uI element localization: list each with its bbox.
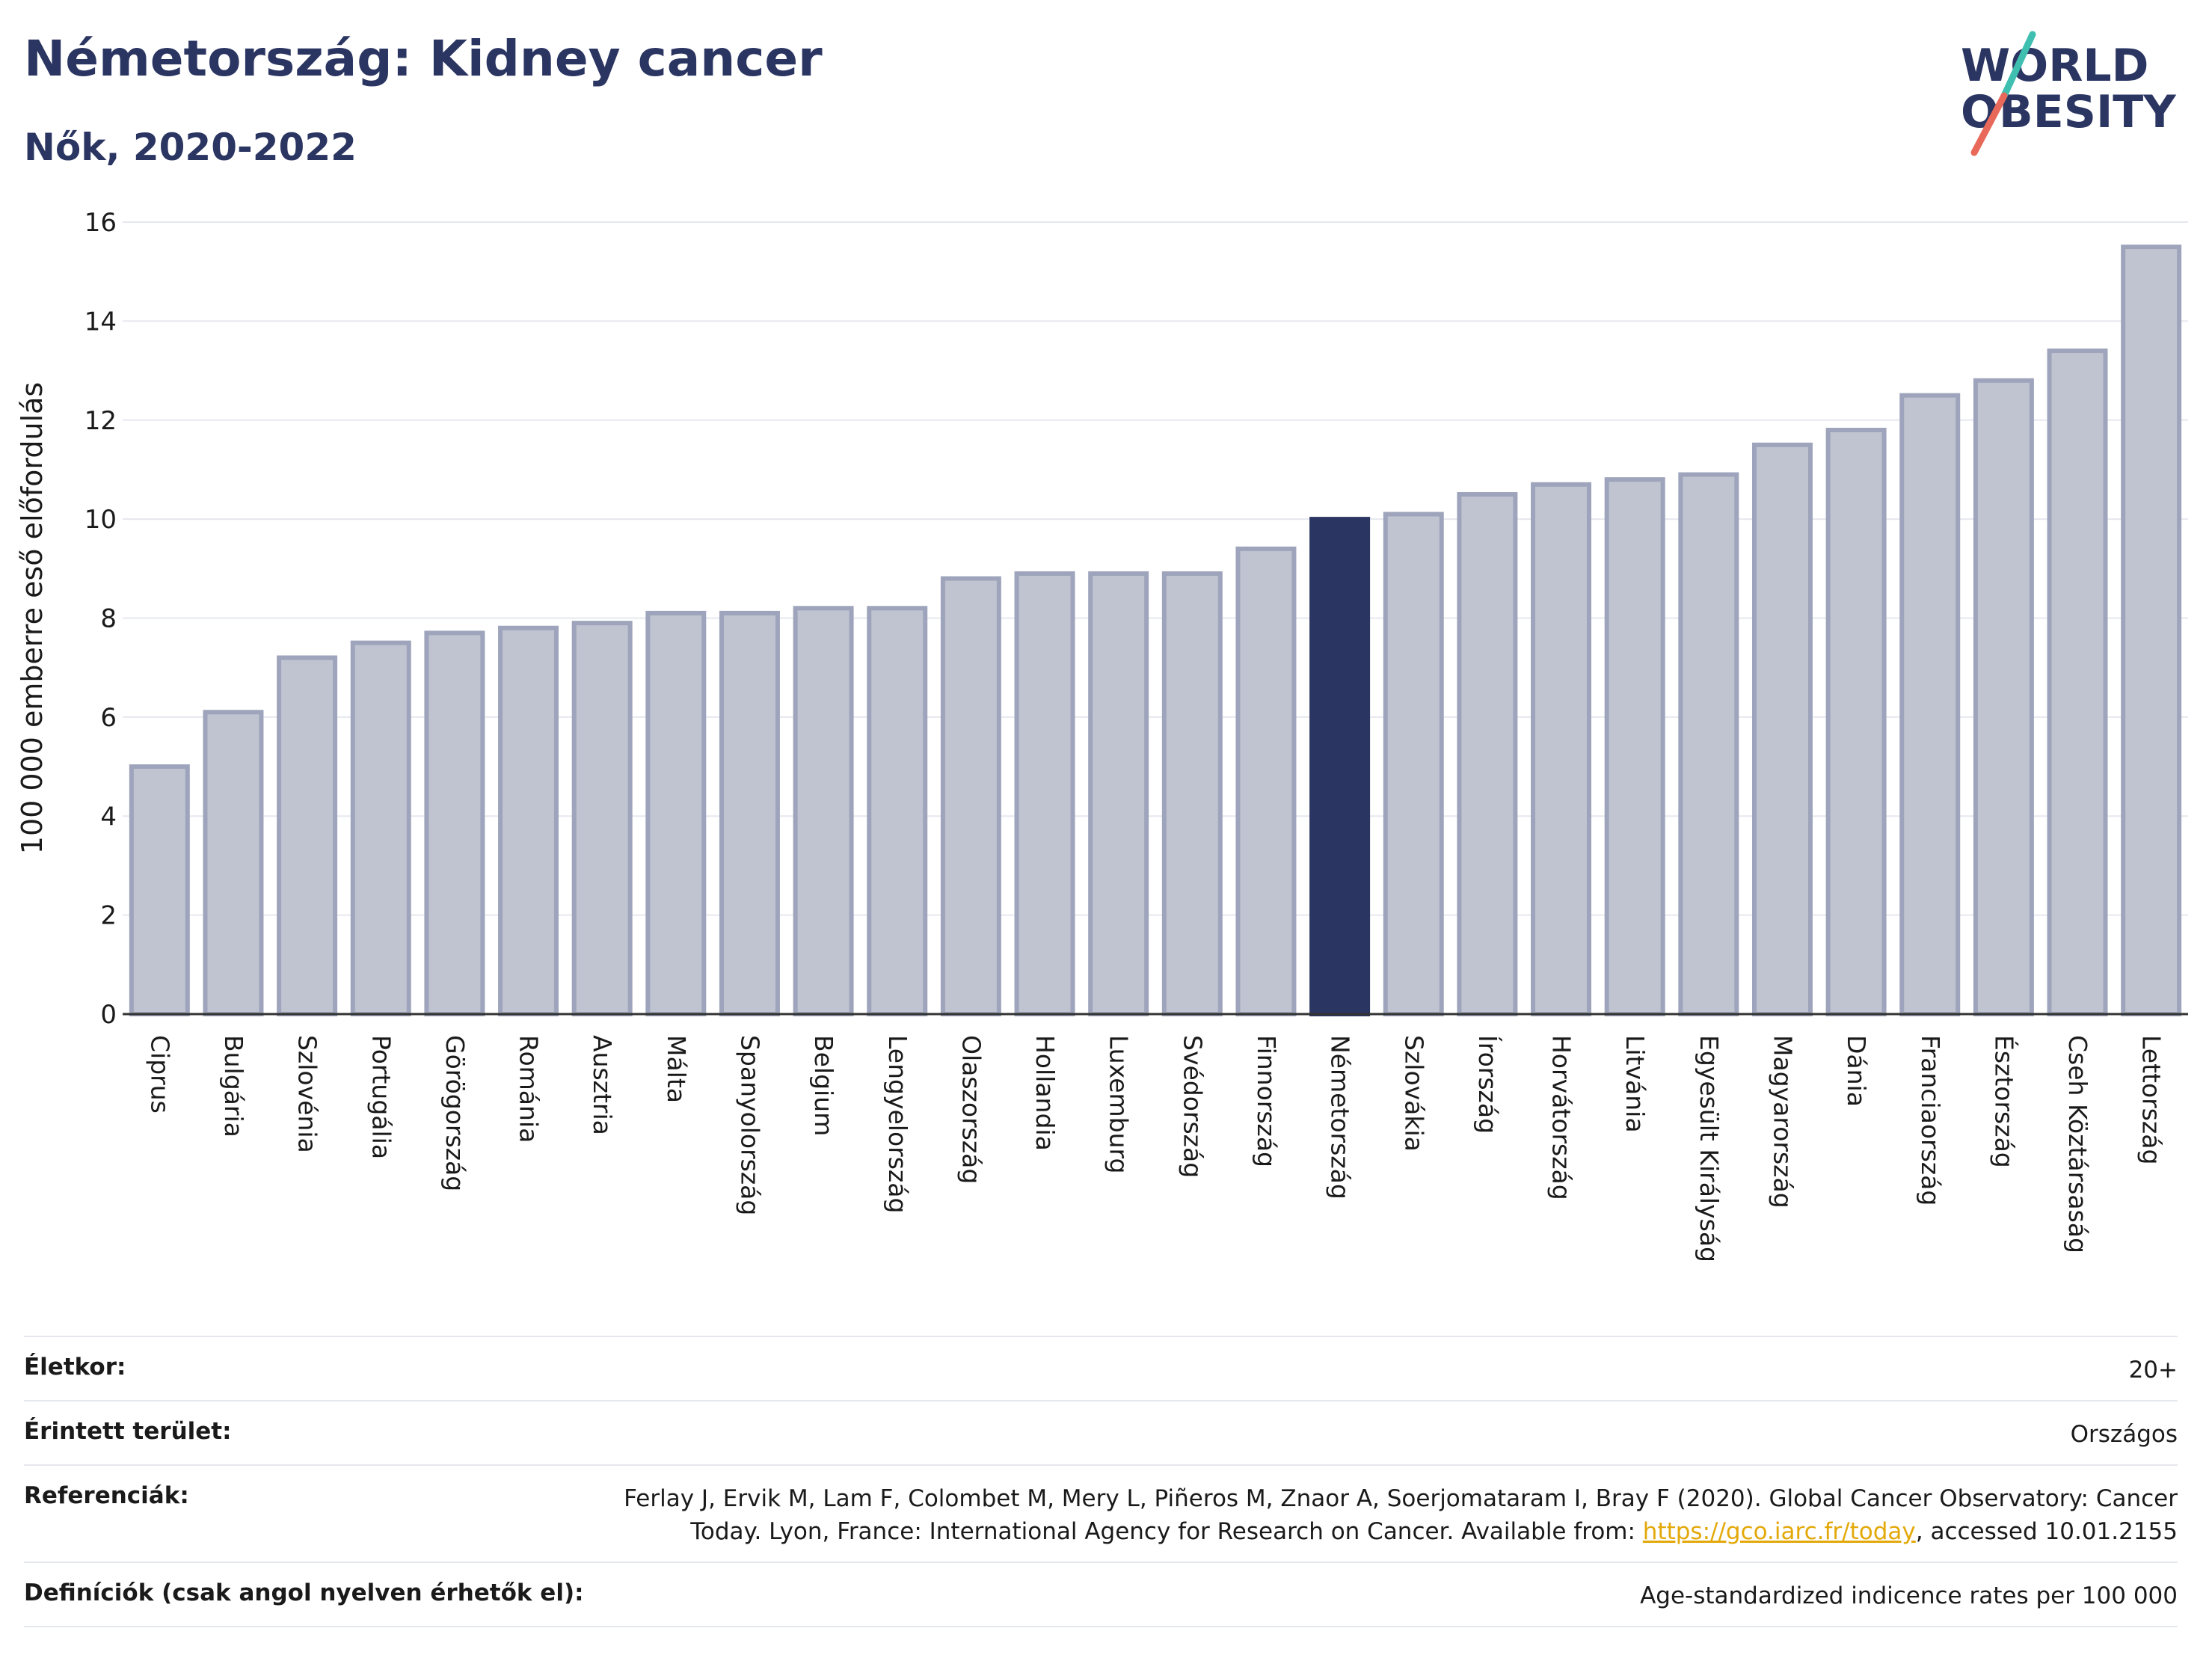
bar xyxy=(1973,378,2034,1016)
chart-subtitle: Nők, 2020-2022 xyxy=(24,126,357,169)
x-tick-label: Németország xyxy=(1326,1035,1355,1200)
x-tick-label: Spanyolország xyxy=(735,1035,764,1215)
bar xyxy=(350,640,411,1016)
bar xyxy=(2121,245,2182,1016)
bar xyxy=(940,576,1001,1016)
x-tick-label: Belgium xyxy=(809,1035,838,1136)
bar xyxy=(203,710,264,1016)
info-value-references: Ferlay J, Ervik M, Lam F, Colombet M, Me… xyxy=(570,1482,2178,1548)
bar xyxy=(867,606,928,1016)
bar-highlighted xyxy=(1309,517,1371,1016)
x-tick-label: Franciaország xyxy=(1916,1035,1945,1206)
x-tick-label: Finnország xyxy=(1252,1035,1281,1167)
x-tick-label: Horvátország xyxy=(1547,1035,1576,1200)
bar xyxy=(1899,393,1961,1016)
bar xyxy=(793,606,854,1016)
x-tick-label: Szlovénia xyxy=(293,1035,322,1153)
bar xyxy=(277,655,338,1016)
info-table: Életkor: 20+ Érintett terület: Országos … xyxy=(24,1336,2178,1627)
info-value-age: 20+ xyxy=(2128,1357,2178,1384)
bar xyxy=(1014,571,1075,1016)
bar xyxy=(1235,546,1297,1016)
bar xyxy=(1825,427,1887,1016)
bar xyxy=(1383,512,1444,1016)
x-tick-label: Egyesült Királyság xyxy=(1695,1035,1724,1262)
y-tick-label: 16 xyxy=(85,208,117,238)
x-tick-label: Olaszország xyxy=(956,1035,986,1184)
x-tick-label: Szlovákia xyxy=(1399,1035,1428,1152)
x-tick-label: Luxemburg xyxy=(1105,1035,1134,1173)
y-tick-label: 2 xyxy=(100,901,117,931)
x-tick-label: Svédország xyxy=(1178,1035,1207,1178)
info-row-area: Érintett terület: Országos xyxy=(24,1400,2178,1464)
x-tick-label: Cseh Köztársaság xyxy=(2063,1035,2092,1253)
logo-line-1: WORLD xyxy=(1961,40,2148,92)
bar-chart: 0 2 4 6 8 10 12 14 16 Ciprus Bulgária Szlovénia Por… xyxy=(16,208,2188,1262)
x-tick-label: Írország xyxy=(1473,1035,1503,1134)
y-axis-label: 100 000 emberre eső előfordulás xyxy=(16,382,49,854)
x-tick-label: Románia xyxy=(514,1035,544,1143)
bar xyxy=(424,630,485,1016)
info-row-references: Referenciák: Ferlay J, Ervik M, Lam F, C… xyxy=(24,1464,2178,1562)
bar xyxy=(1751,442,1813,1016)
reference-link[interactable]: https://gco.iarc.fr/today xyxy=(1642,1518,1916,1545)
bar xyxy=(1161,571,1223,1016)
y-tick-label: 10 xyxy=(85,505,117,535)
bars xyxy=(129,245,2182,1016)
y-tick-label: 4 xyxy=(100,802,117,832)
bar xyxy=(1604,477,1665,1016)
info-key-references: Referenciák: xyxy=(24,1482,189,1509)
y-tick-label: 6 xyxy=(100,703,117,733)
x-tick-label: Hollandia xyxy=(1030,1035,1060,1151)
y-tick-label: 8 xyxy=(100,604,117,634)
bar xyxy=(1457,492,1518,1016)
info-row-definitions: Definíciók (csak angol nyelven érhetők e… xyxy=(24,1562,2178,1627)
x-axis-labels: Ciprus Bulgária Szlovénia Portugália Görögor… xyxy=(145,1035,2166,1262)
world-obesity-logo: WORLD OBESITY xyxy=(1944,30,2199,157)
reference-accessed: , accessed 10.01.2155 xyxy=(1915,1518,2178,1545)
x-tick-label: Portugália xyxy=(366,1035,396,1159)
x-tick-label: Litvánia xyxy=(1620,1035,1650,1133)
info-key-definitions: Definíciók (csak angol nyelven érhetők e… xyxy=(24,1579,584,1606)
x-tick-label: Dánia xyxy=(1842,1035,1871,1107)
y-axis-ticks: 0 2 4 6 8 10 12 14 16 xyxy=(85,208,117,1030)
chart-title: Németország: Kidney cancer xyxy=(24,30,823,87)
x-tick-label: Észtország xyxy=(1989,1035,2019,1168)
x-tick-label: Ciprus xyxy=(145,1035,174,1114)
info-row-age: Életkor: 20+ xyxy=(24,1336,2178,1400)
info-key-area: Érintett terület: xyxy=(24,1418,232,1445)
info-key-age: Életkor: xyxy=(24,1354,126,1381)
bar xyxy=(498,625,559,1016)
y-tick-label: 0 xyxy=(100,1000,117,1030)
bar xyxy=(719,610,780,1016)
bar xyxy=(571,621,633,1016)
x-tick-label: Lettország xyxy=(2137,1035,2166,1164)
x-tick-label: Ausztria xyxy=(588,1035,617,1135)
bar xyxy=(1088,571,1149,1016)
bar xyxy=(2047,348,2108,1016)
info-value-area: Országos xyxy=(2070,1421,2178,1448)
x-tick-label: Málta xyxy=(662,1035,691,1103)
x-tick-label: Lengyelország xyxy=(883,1035,912,1213)
x-tick-label: Görögország xyxy=(440,1035,470,1191)
bar xyxy=(1678,472,1739,1016)
x-tick-label: Bulgária xyxy=(219,1035,248,1137)
info-value-definitions: Age-standardized indicence rates per 100… xyxy=(1640,1582,2178,1609)
y-tick-label: 14 xyxy=(85,307,117,337)
y-tick-label: 12 xyxy=(85,406,117,436)
reference-text: Ferlay J, Ervik M, Lam F, Colombet M, Me… xyxy=(624,1485,2178,1545)
bar xyxy=(1531,482,1592,1016)
bar xyxy=(645,610,707,1016)
x-tick-label: Magyarország xyxy=(1768,1035,1797,1209)
bar xyxy=(129,764,190,1016)
